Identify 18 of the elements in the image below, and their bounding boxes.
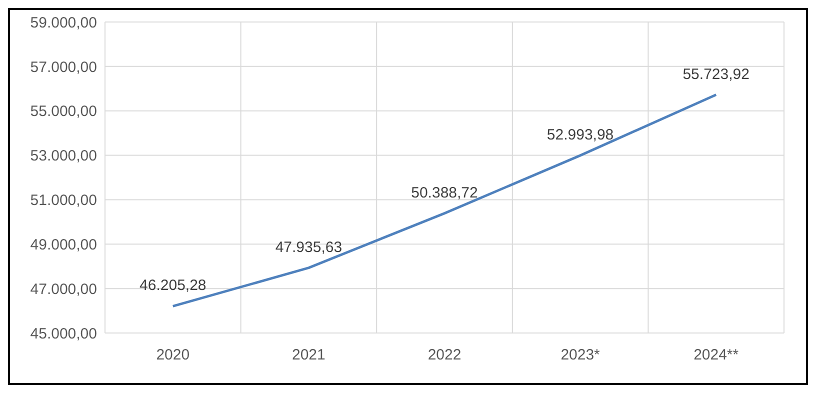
data-label: 55.723,92	[682, 66, 750, 83]
y-tick-label: 47.000,00	[30, 280, 97, 298]
data-label: 46.205,28	[140, 277, 206, 294]
x-tick-label: 2023*	[560, 346, 600, 364]
y-tick-label: 45.000,00	[30, 325, 97, 342]
x-tick-label: 2022	[428, 346, 462, 364]
y-tick-label: 49.000,00	[30, 236, 97, 254]
y-tick-label: 59.000,00	[30, 14, 97, 32]
y-tick-label: 51.000,00	[30, 192, 97, 210]
data-label: 50.388,72	[411, 184, 478, 202]
y-tick-label: 55.000,00	[30, 103, 97, 120]
x-tick-label: 2021	[292, 346, 326, 364]
y-tick-label: 53.000,00	[30, 148, 97, 165]
x-tick-label: 2020	[156, 346, 190, 364]
data-label: 47.935,63	[275, 238, 342, 256]
y-tick-label: 57.000,00	[30, 58, 97, 76]
data-label: 52.993,98	[546, 126, 614, 144]
x-tick-label: 2024**	[694, 346, 739, 364]
